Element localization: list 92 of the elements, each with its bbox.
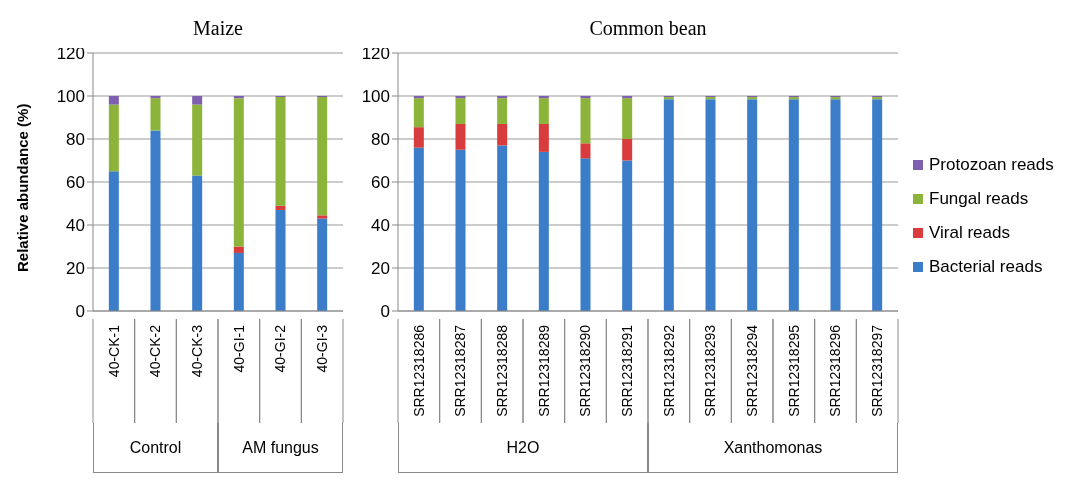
text: AM fungus [218,423,343,473]
bar [538,96,549,99]
y-tick-label: 20 [371,259,390,279]
bar [275,97,286,206]
y-tick-label: 80 [66,130,85,150]
y-tick-label: 80 [371,130,390,150]
bar [663,99,674,311]
bar [580,98,591,144]
bar [150,98,161,131]
bar [413,96,424,99]
bar [455,98,466,124]
bar [413,147,424,311]
bar [413,127,424,148]
y-tick-label: 100 [56,87,85,107]
bar [150,130,161,311]
y-tick-label: 120 [361,44,390,64]
x-tick-label: SRR12318296 [827,324,844,417]
x-tick-label: 40-GI-1 [230,324,247,373]
x-tick-label: SRR12318290 [577,324,594,417]
y-tick-label: 0 [380,302,390,322]
bar [497,96,508,99]
x-tick-label: SRR12318286 [410,324,427,417]
bar [150,96,161,99]
bar [622,98,633,139]
y-tick-label: 40 [66,216,85,236]
x-tick-label: SRR12318292 [660,324,677,417]
chart-title: Common bean [588,16,708,41]
bar [622,139,633,161]
x-tick-label: 40-CK-1 [105,324,122,378]
bar [192,175,203,311]
bar [275,209,286,311]
bar [580,96,591,99]
bar [108,171,119,311]
bar [705,99,716,311]
y-tick-label: 60 [66,173,85,193]
legend-label: Protozoan reads [929,155,1054,175]
x-tick-label: 40-CK-3 [189,324,206,378]
bar [497,98,508,124]
chart-title: Maize [192,16,244,41]
bar [788,99,799,311]
bar [455,123,466,150]
bar [455,96,466,99]
bar [622,160,633,311]
bar [108,104,119,172]
bar [108,96,119,105]
legend-label: Bacterial reads [929,257,1043,277]
y-tick-label: 0 [75,302,85,322]
y-axis-title: Relative abundance (%) [14,103,32,272]
x-tick-label: SRR12318297 [869,324,886,417]
x-tick-label: SRR12318295 [785,324,802,417]
bar [538,151,549,311]
bar [872,99,883,311]
bar [747,99,758,311]
bar [192,96,203,105]
bar [497,145,508,311]
bar [233,246,244,253]
x-tick-label: SRR12318294 [744,324,761,417]
text: H2O [398,423,648,473]
bar [317,97,328,216]
y-tick-label: 120 [56,44,85,64]
x-tick-label: SRR12318291 [619,324,636,417]
bar [233,252,244,311]
bar [413,98,424,128]
text: Control [93,423,218,473]
x-tick-label: SRR12318289 [535,324,552,417]
x-tick-label: SRR12318288 [494,324,511,417]
bar [830,99,841,311]
y-tick-label: 60 [371,173,390,193]
legend-label: Fungal reads [929,189,1029,209]
bar [538,123,549,152]
x-tick-label: SRR12318287 [452,324,469,417]
bar [622,96,633,99]
x-tick-label: 40-CK-2 [147,324,164,378]
x-tick-label: 40-GI-2 [272,324,289,373]
text: Xanthomonas [648,423,898,473]
bar [233,98,244,247]
bar [580,143,591,159]
bar [192,104,203,176]
bar [233,96,244,99]
x-tick-label: 40-GI-3 [314,324,331,373]
bar [317,215,328,219]
y-tick-label: 100 [361,87,390,107]
y-tick-label: 20 [66,259,85,279]
bar [538,98,549,124]
legend-label: Viral reads [929,223,1010,243]
bar [275,205,286,210]
bar [317,218,328,311]
bar [455,149,466,311]
x-tick-label: SRR12318293 [702,324,719,417]
bar [497,123,508,146]
y-tick-label: 40 [371,216,390,236]
bar [580,158,591,311]
